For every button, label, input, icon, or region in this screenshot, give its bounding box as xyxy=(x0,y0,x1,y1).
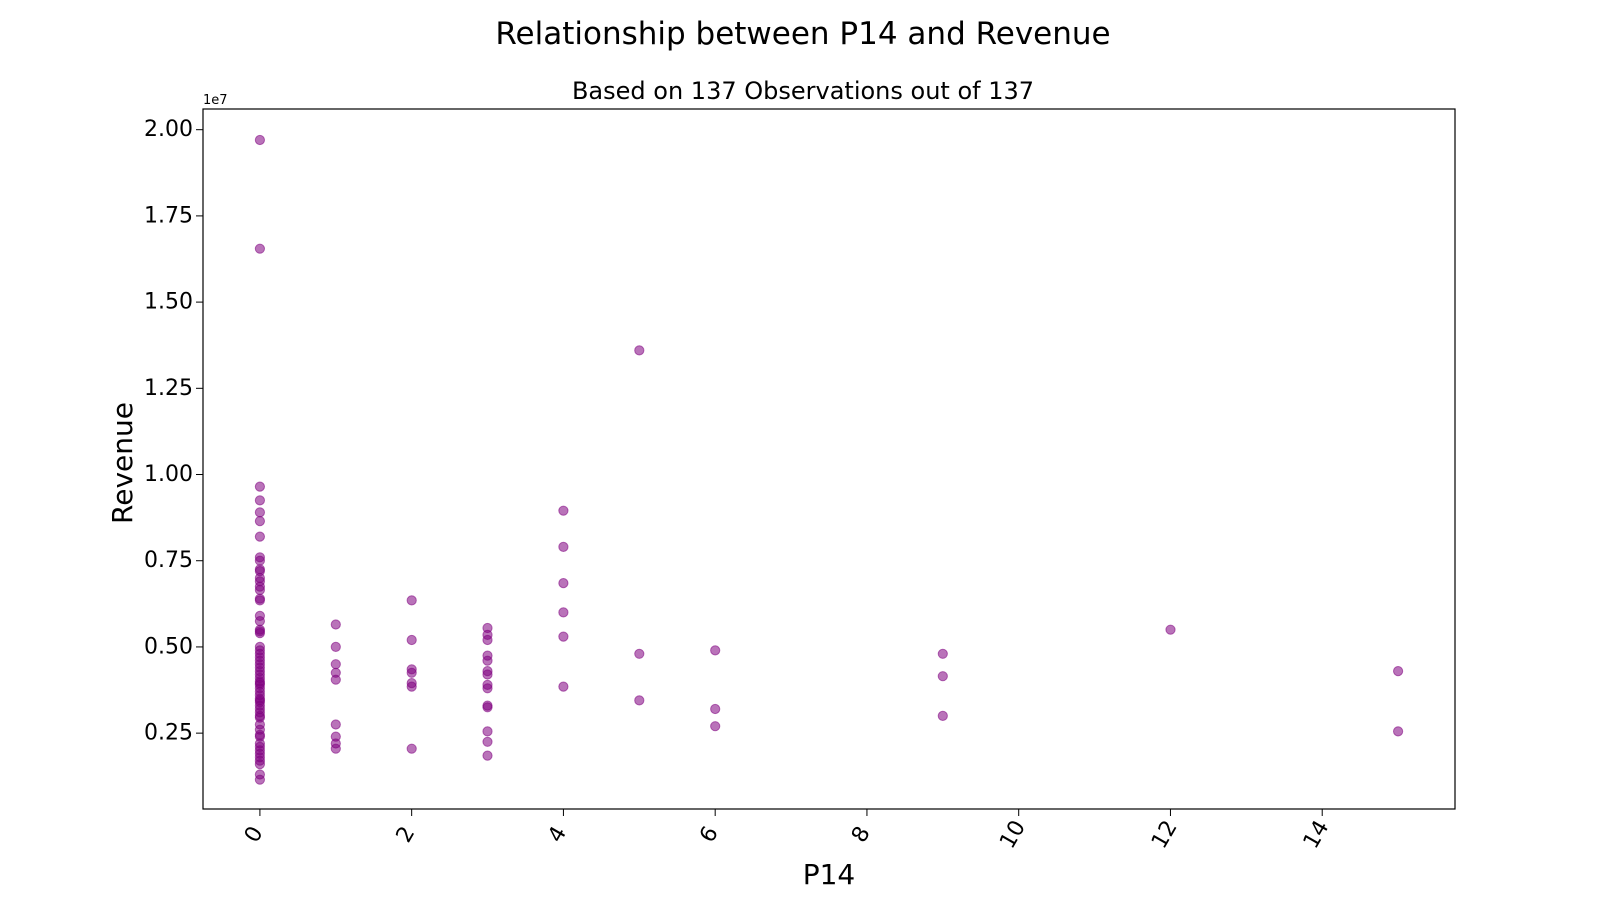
data-point xyxy=(482,736,493,747)
data-point xyxy=(710,703,721,715)
data-point xyxy=(558,607,569,618)
data-point xyxy=(937,648,948,659)
data-point xyxy=(254,759,265,770)
data-point xyxy=(482,683,493,694)
y-tick-label: 0.25 xyxy=(144,721,193,746)
points-layer xyxy=(254,134,1404,785)
data-point xyxy=(558,578,569,589)
data-point xyxy=(254,584,265,596)
data-point xyxy=(254,774,265,785)
x-ticks: 0 2 4 6 8 10 12 14 xyxy=(240,809,1334,853)
x-tick-label: 0 xyxy=(240,822,269,847)
data-point xyxy=(634,648,645,659)
data-point xyxy=(937,710,948,722)
x-tick-label: 12 xyxy=(1147,816,1183,853)
y-axis-label: Revenue xyxy=(106,402,139,524)
data-point xyxy=(710,721,721,732)
data-point xyxy=(254,134,265,146)
data-point xyxy=(482,634,493,646)
data-point xyxy=(1165,624,1176,635)
x-tick-label: 4 xyxy=(543,822,572,847)
data-point xyxy=(482,669,493,680)
x-axis-label: P14 xyxy=(803,858,856,891)
data-point xyxy=(254,628,265,639)
data-point xyxy=(482,702,493,713)
x-tick-label: 6 xyxy=(695,822,724,847)
data-point xyxy=(254,243,265,254)
data-point xyxy=(330,743,341,754)
x-tick-label: 10 xyxy=(995,816,1031,853)
data-point xyxy=(330,659,341,670)
data-point xyxy=(937,671,948,682)
data-point xyxy=(254,516,265,527)
data-point xyxy=(406,667,417,678)
plot-frame xyxy=(202,108,1456,810)
x-tick-label: 2 xyxy=(392,822,421,847)
data-point xyxy=(558,505,569,516)
data-point xyxy=(254,595,265,606)
data-point xyxy=(482,750,493,761)
data-point xyxy=(482,655,493,666)
y-tick-label: 0.75 xyxy=(144,548,193,573)
data-point xyxy=(406,681,417,692)
y-tick-label: 1.75 xyxy=(144,203,193,228)
data-point xyxy=(406,634,417,646)
data-point xyxy=(558,631,569,642)
chart-title: Based on 137 Observations out of 137 xyxy=(572,77,1034,105)
data-point xyxy=(254,481,265,492)
y-tick-label: 0.50 xyxy=(144,634,193,659)
y-ticks: 0.25 0.50 0.75 1.00 1.25 1.50 1.75 2.00 xyxy=(144,117,203,746)
data-point xyxy=(634,695,645,706)
data-point xyxy=(254,507,265,518)
chart-suptitle: Relationship between P14 and Revenue xyxy=(495,16,1110,52)
data-point xyxy=(710,645,721,656)
data-point xyxy=(1393,666,1404,677)
data-point xyxy=(330,719,341,730)
data-point xyxy=(330,641,341,653)
data-point xyxy=(558,681,569,692)
y-tick-label: 1.50 xyxy=(144,290,193,315)
y-offset-label: 1e7 xyxy=(203,93,228,108)
data-point xyxy=(558,541,569,553)
x-tick-label: 8 xyxy=(847,822,876,847)
data-point xyxy=(406,743,417,754)
data-point xyxy=(634,345,645,356)
data-point xyxy=(254,616,265,627)
data-point xyxy=(482,726,493,737)
x-tick-label: 14 xyxy=(1299,816,1335,853)
y-tick-label: 1.25 xyxy=(144,376,193,401)
y-tick-label: 1.00 xyxy=(144,462,193,487)
y-tick-label: 2.00 xyxy=(144,117,193,142)
data-point xyxy=(254,555,265,566)
data-point xyxy=(254,531,265,542)
data-point xyxy=(254,495,265,506)
data-point xyxy=(406,595,417,606)
data-point xyxy=(330,619,341,630)
data-point xyxy=(330,674,341,685)
data-point xyxy=(1393,726,1404,737)
